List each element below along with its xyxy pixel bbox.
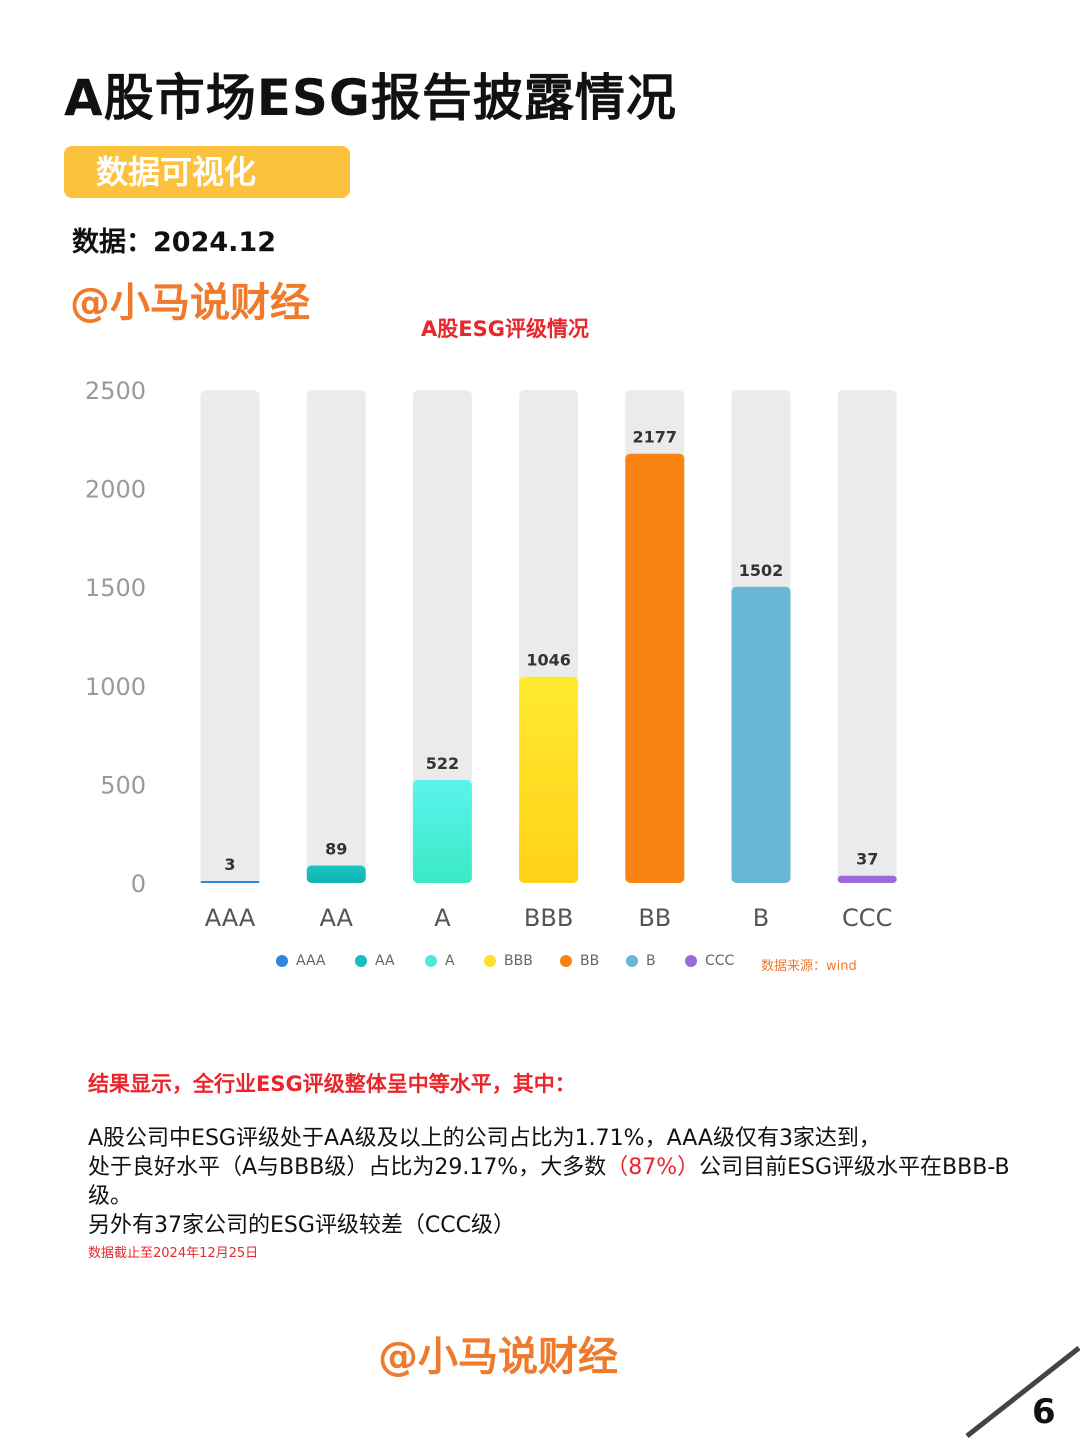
summary-line-1: A股公司中ESG评级处于AA级及以上的公司占比为1.71%，AAA级仅有3家达到… [88, 1126, 881, 1151]
data-date-label: 数据：2024.12 [72, 227, 276, 258]
bar-track-aaa [200, 390, 260, 883]
summary-highlight: （87%） [606, 1155, 700, 1180]
x-tick-label-aa: AA [319, 904, 353, 932]
y-tick-label: 2500 [85, 377, 146, 405]
watermark-top: @小马说财经 [70, 280, 310, 326]
bar-aa [306, 865, 366, 883]
y-tick-label: 500 [100, 771, 146, 799]
x-tick-label-bbb: BBB [524, 904, 573, 932]
page-number: 6 [1032, 1392, 1056, 1432]
x-tick-label-bb: BB [638, 904, 671, 932]
legend-item-aaa: AAA [276, 950, 326, 972]
data-label-b: 1502 [739, 561, 784, 580]
section-tag: 数据可视化 [64, 146, 350, 198]
legend-label: BBB [504, 953, 533, 969]
legend-label: B [646, 953, 656, 969]
legend-dot [355, 955, 367, 967]
legend-label: A [445, 953, 455, 969]
bar-track-aa [306, 390, 366, 883]
legend-item-aa: AA [355, 950, 395, 972]
legend-dot [560, 955, 572, 967]
legend-dot [425, 955, 437, 967]
chart-legend: AAA AA A BBB BB B CCC [0, 950, 1080, 974]
x-tick-label-b: B [753, 904, 769, 932]
bar-a [412, 780, 472, 883]
legend-label: BB [580, 953, 600, 969]
y-tick-label: 2000 [85, 476, 146, 504]
summary-line-2-end: 公司目前ESG评级水平在BBB-B级。 [88, 1155, 1010, 1209]
chart-title: A股ESG评级情况 [421, 317, 589, 341]
legend-dot [626, 955, 638, 967]
y-tick-label: 1500 [85, 574, 146, 602]
legend-label: AA [375, 953, 395, 969]
summary-line-3: 另外有37家公司的ESG评级较差（CCC级） [88, 1213, 515, 1238]
legend-item-b: B [626, 950, 656, 972]
y-tick-label: 0 [131, 870, 146, 898]
bar-ccc [837, 875, 897, 883]
data-label-a: 522 [426, 754, 459, 773]
legend-label: CCC [705, 953, 735, 969]
legend-item-bbb: BBB [484, 950, 533, 972]
summary-line-2-start: 处于良好水平（A与BBB级）占比为29.17%，大多数 [88, 1155, 607, 1180]
bar-track-a [412, 390, 472, 883]
legend-label: AAA [296, 953, 326, 969]
page-corner-slash [965, 1346, 1080, 1438]
page-title: A股市场ESG报告披露情况 [64, 69, 677, 127]
data-source-label: 数据来源：wind [761, 959, 857, 974]
summary-text: A股公司中ESG评级处于AA级及以上的公司占比为1.71%，AAA级仅有3家达到… [88, 1124, 1038, 1240]
legend-dot [484, 955, 496, 967]
x-tick-label-aaa: AAA [205, 904, 256, 932]
summary-line-2: 处于良好水平（A与BBB级）占比为29.17%，大多数（87%）公司目前ESG评… [88, 1153, 1038, 1211]
data-label-ccc: 37 [856, 850, 878, 869]
legend-dot [276, 955, 288, 967]
bar-track-ccc [837, 390, 897, 883]
legend-dot [685, 955, 697, 967]
bar-b [731, 586, 791, 883]
legend-item-a: A [425, 950, 455, 972]
footnote: 数据截止至2024年12月25日 [88, 1246, 259, 1261]
watermark-bottom: @小马说财经 [378, 1334, 618, 1380]
data-label-aa: 89 [325, 839, 347, 858]
bar-bbb [519, 676, 579, 883]
bar-bb [625, 453, 685, 883]
legend-item-ccc: CCC [685, 950, 734, 972]
legend-item-bb: BB [560, 950, 599, 972]
x-tick-label-a: A [434, 904, 451, 932]
x-tick-label-ccc: CCC [842, 904, 892, 932]
result-heading: 结果显示，全行业ESG评级整体呈中等水平，其中： [88, 1072, 576, 1096]
y-tick-label: 1000 [85, 673, 146, 701]
data-label-bb: 2177 [633, 428, 678, 447]
bar-aaa [200, 881, 260, 883]
data-label-bbb: 1046 [526, 651, 571, 670]
data-label-aaa: 3 [224, 855, 235, 874]
